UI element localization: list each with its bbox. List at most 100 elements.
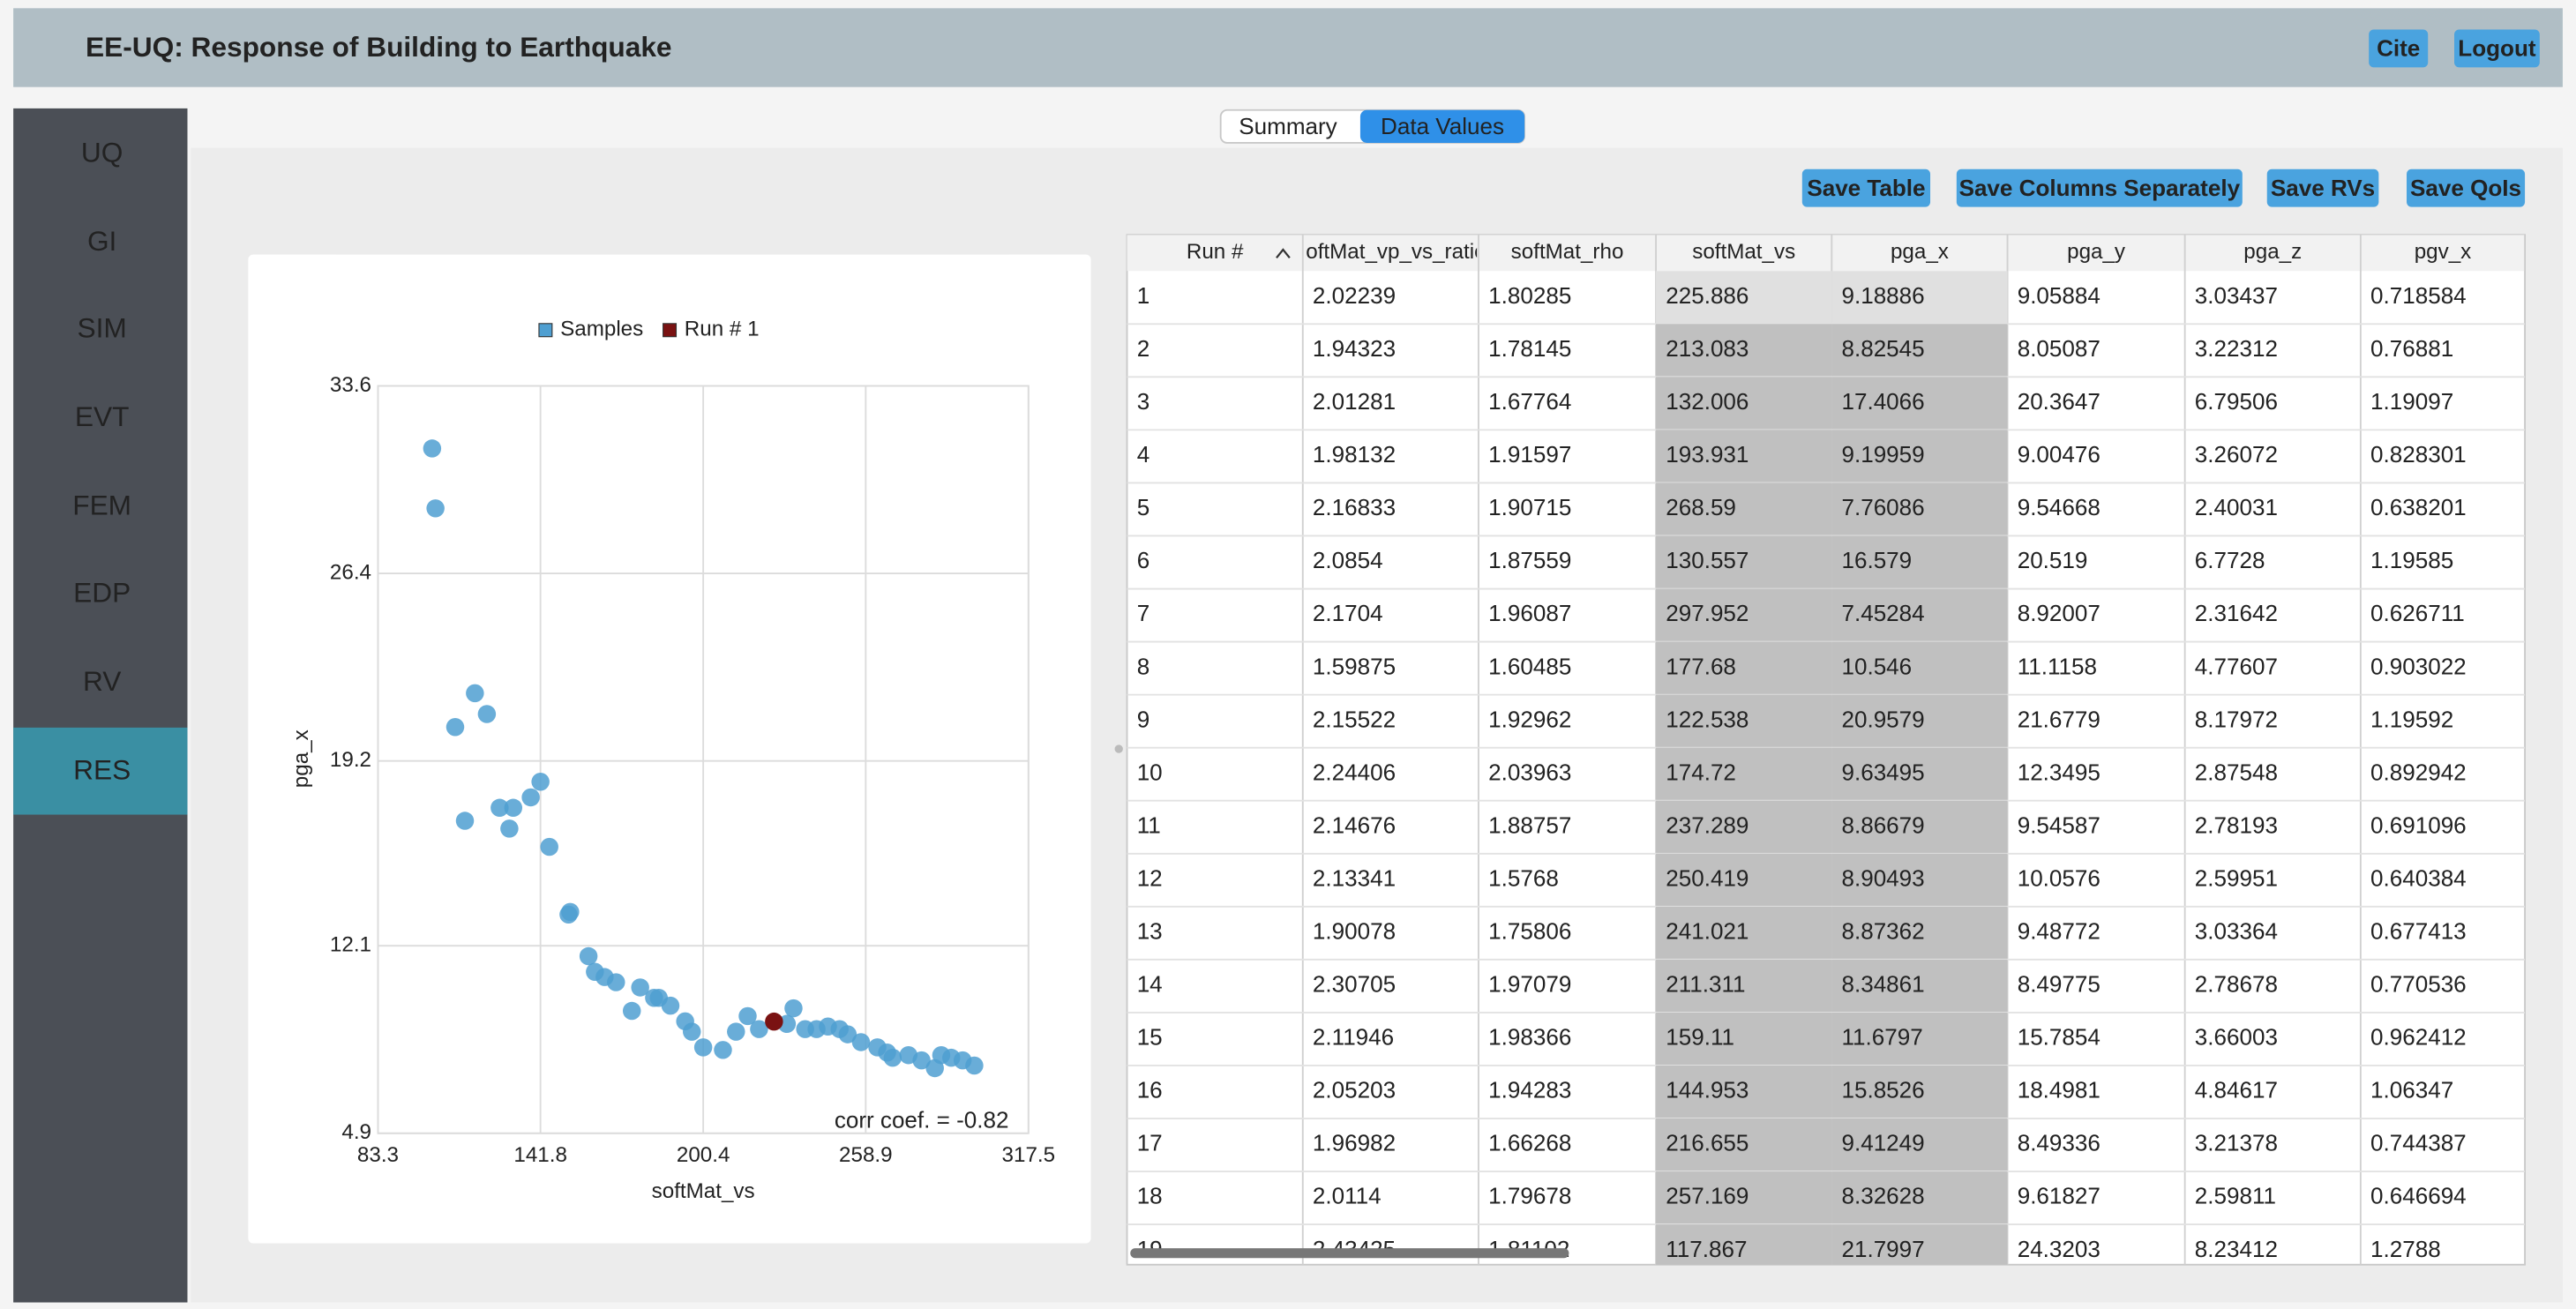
cell-highlight bbox=[1656, 694, 1832, 748]
column-header[interactable]: pga_z bbox=[2243, 240, 2302, 264]
table-cell: 6.7728 bbox=[2195, 547, 2265, 573]
column-header[interactable]: softMat_vs bbox=[1692, 240, 1795, 264]
table-cell: 8.82545 bbox=[1841, 335, 1924, 362]
nav-item[interactable]: RV bbox=[83, 665, 121, 697]
cite-button[interactable]: Cite bbox=[2369, 29, 2429, 68]
table-cell: 1.19592 bbox=[2370, 706, 2453, 732]
table-cell: 9.00476 bbox=[2018, 441, 2100, 468]
table-cell: 2.1704 bbox=[1313, 600, 1383, 626]
table-cell: 3 bbox=[1137, 388, 1150, 415]
app-title: EE-UQ: Response of Building to Earthquak… bbox=[86, 31, 672, 63]
cite-button-bg[interactable] bbox=[2369, 29, 2429, 68]
y-axis-label: pga_x bbox=[289, 729, 313, 788]
table-cell: 1.80285 bbox=[1488, 282, 1571, 309]
data-point bbox=[521, 788, 540, 807]
action-button-label[interactable]: Save Columns Separately bbox=[1959, 175, 2241, 201]
logout-button-label[interactable]: Logout bbox=[2458, 35, 2536, 62]
action-button[interactable]: Save QoIs bbox=[2407, 168, 2526, 207]
table-cell: 8.05087 bbox=[2018, 335, 2100, 362]
action-button-bg[interactable] bbox=[1801, 168, 1931, 207]
table-cell: 1.90078 bbox=[1313, 917, 1396, 944]
action-button-bg[interactable] bbox=[2266, 168, 2379, 207]
table-cell: 2.78678 bbox=[2195, 971, 2278, 998]
cell-highlight bbox=[1656, 641, 1832, 695]
table-cell: 12 bbox=[1137, 864, 1163, 891]
nav-item[interactable]: EVT bbox=[75, 400, 130, 432]
table-cell: 4.77607 bbox=[2195, 653, 2278, 679]
action-button-label[interactable]: Save QoIs bbox=[2410, 175, 2521, 201]
column-header[interactable]: softMat_vp_vs_ratio bbox=[1295, 240, 1486, 264]
tab[interactable]: Summary bbox=[1239, 113, 1337, 139]
data-point bbox=[504, 798, 523, 818]
cell-highlight bbox=[1831, 1171, 2008, 1225]
table-cell: 24.3203 bbox=[2018, 1236, 2100, 1262]
table-cell: 1.94283 bbox=[1488, 1077, 1571, 1103]
data-point bbox=[490, 798, 509, 818]
nav-item[interactable]: SIM bbox=[78, 312, 127, 344]
table-cell: 4.84617 bbox=[2195, 1077, 2278, 1103]
table-cell: 1.94323 bbox=[1313, 335, 1396, 362]
table-cell: 1.87559 bbox=[1488, 547, 1571, 573]
column-header[interactable]: pgv_x bbox=[2415, 240, 2472, 264]
table-cell: 8 bbox=[1137, 653, 1150, 679]
data-point bbox=[738, 1006, 757, 1026]
table-cell: 2.13341 bbox=[1313, 864, 1396, 891]
nav-item[interactable]: EDP bbox=[73, 576, 131, 608]
cell-highlight bbox=[1831, 588, 2008, 642]
nav-item[interactable]: GI bbox=[87, 225, 116, 257]
cite-button-label[interactable]: Cite bbox=[2377, 35, 2420, 62]
cell-highlight bbox=[1831, 853, 2008, 907]
action-button-bg[interactable] bbox=[2407, 168, 2526, 207]
action-button[interactable]: Save Columns Separately bbox=[1956, 168, 2243, 207]
table-cell: 15.7854 bbox=[2018, 1024, 2100, 1051]
column-header[interactable]: pga_y bbox=[2067, 240, 2126, 264]
table-cell: 3.03364 bbox=[2195, 917, 2278, 944]
logout-button-bg[interactable] bbox=[2454, 29, 2540, 68]
table-cell: 2.05203 bbox=[1313, 1077, 1396, 1103]
table-cell: 297.952 bbox=[1666, 600, 1749, 626]
data-point bbox=[607, 973, 625, 991]
column-header[interactable]: pga_x bbox=[1891, 240, 1949, 264]
column-header[interactable]: Run # bbox=[1187, 240, 1244, 264]
table-cell: 250.419 bbox=[1666, 864, 1749, 891]
action-button-label[interactable]: Save RVs bbox=[2271, 175, 2375, 201]
action-button-bg[interactable] bbox=[1956, 168, 2243, 207]
action-button[interactable]: Save Table bbox=[1801, 168, 1931, 207]
action-button-label[interactable]: Save Table bbox=[1807, 175, 1925, 201]
data-point bbox=[540, 837, 558, 856]
table-cell: 18.4981 bbox=[2018, 1077, 2100, 1103]
data-point bbox=[579, 946, 598, 966]
data-point bbox=[531, 773, 550, 791]
table-cell: 1.75806 bbox=[1488, 917, 1571, 944]
table-cell: 1.98132 bbox=[1313, 441, 1396, 468]
table-cell: 2.0114 bbox=[1313, 1183, 1382, 1209]
logout-button[interactable]: Logout bbox=[2454, 29, 2540, 68]
cell-highlight bbox=[1656, 1224, 1832, 1265]
table-cell: 0.677413 bbox=[2370, 917, 2467, 944]
nav-item[interactable]: FEM bbox=[72, 490, 131, 521]
data-point bbox=[455, 812, 475, 830]
table-cell: 1.90715 bbox=[1488, 494, 1571, 520]
cell-highlight bbox=[1831, 377, 2008, 430]
table-cell: 1.96982 bbox=[1313, 1130, 1396, 1156]
action-button[interactable]: Save RVs bbox=[2266, 168, 2379, 207]
tab[interactable]: Data Values bbox=[1381, 113, 1504, 139]
table-cell: 16 bbox=[1137, 1077, 1163, 1103]
cell-highlight bbox=[1831, 271, 2008, 325]
table-cell: 11.6797 bbox=[1841, 1024, 1922, 1051]
table-cell: 2 bbox=[1137, 335, 1150, 362]
x-tick-label: 83.3 bbox=[357, 1143, 399, 1167]
cell-highlight bbox=[1831, 1118, 2008, 1172]
data-point bbox=[661, 996, 680, 1015]
cell-highlight bbox=[1831, 694, 2008, 748]
table-cell: 177.68 bbox=[1666, 653, 1736, 679]
x-tick-label: 317.5 bbox=[1002, 1143, 1056, 1167]
nav-item[interactable]: RES bbox=[73, 753, 131, 785]
data-table: Run # softMat_vp_vs_ratio softMat_rho softM… bbox=[1127, 235, 2526, 1265]
nav-item[interactable]: UQ bbox=[81, 136, 123, 168]
cell-highlight bbox=[1831, 959, 2008, 1013]
table-cell: 216.655 bbox=[1666, 1130, 1749, 1156]
table-cell: 1.19097 bbox=[2370, 388, 2453, 415]
column-header[interactable]: softMat_rho bbox=[1511, 240, 1624, 264]
table-cell: 3.03437 bbox=[2195, 282, 2278, 309]
